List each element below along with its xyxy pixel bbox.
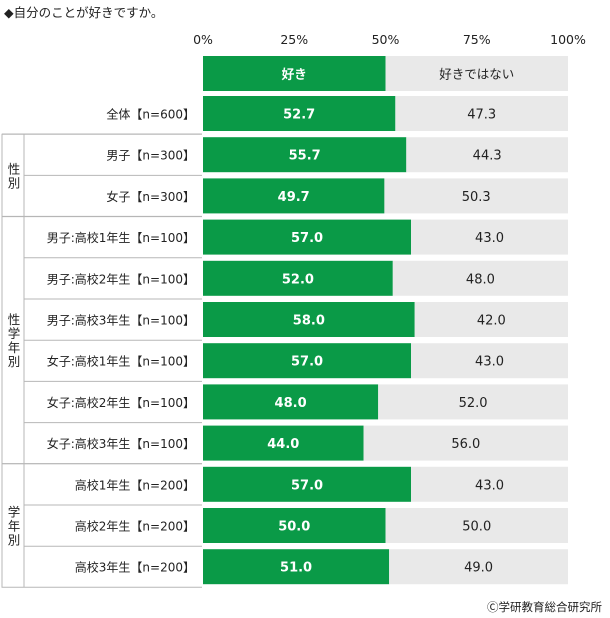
bar-row: 50.0 50.0 高校2年生【n=200】: [75, 508, 568, 543]
bar-like: [203, 466, 412, 502]
x-tick-label: 50%: [372, 32, 400, 47]
value-label-like: 48.0: [275, 396, 307, 411]
legend-bar: 好き 好きではない: [203, 56, 568, 91]
value-label-dislike: 50.0: [462, 520, 491, 535]
category-label: 男子:高校2年生【n=100】: [47, 271, 195, 286]
category-label: 高校1年生【n=200】: [75, 477, 195, 492]
bar-dislike: [395, 96, 568, 131]
bar-dislike: [378, 384, 568, 420]
bar-dislike: [385, 508, 568, 543]
value-label-like: 57.0: [291, 355, 323, 370]
value-label-like: 52.0: [282, 272, 314, 287]
value-label-like: 57.0: [291, 231, 323, 246]
value-label-dislike: 49.0: [464, 561, 493, 576]
bar-dislike: [411, 219, 568, 255]
bar-row: 51.0 49.0 高校3年生【n=200】: [75, 549, 568, 585]
bar-row: 58.0 42.0 男子:高校3年生【n=100】: [47, 302, 568, 337]
value-label-dislike: 43.0: [475, 478, 504, 493]
bar-row: 57.0 43.0 女子:高校1年生【n=100】: [47, 343, 568, 379]
bar-like: [203, 384, 379, 420]
bar-dislike: [411, 343, 568, 379]
value-label-dislike: 56.0: [451, 437, 480, 452]
copyright-credit: Ⓒ学研教育総合研究所: [487, 600, 602, 614]
legend-dislike-swatch: [385, 56, 568, 91]
legend-like-swatch: [203, 56, 386, 91]
value-label-like: 49.7: [278, 190, 310, 205]
group-label: 性別: [8, 161, 21, 190]
category-label: 高校3年生【n=200】: [75, 560, 195, 575]
value-label-dislike: 43.0: [475, 355, 504, 370]
bar-like: [203, 302, 415, 337]
bar-like: [203, 425, 364, 461]
bar-like: [203, 178, 385, 214]
bar-like: [203, 137, 407, 173]
legend-like-label: 好き: [281, 67, 307, 82]
value-label-like: 44.0: [267, 437, 299, 452]
category-label: 女子【n=300】: [106, 189, 195, 204]
value-label-dislike: 47.3: [467, 108, 496, 123]
bar-like: [203, 96, 396, 131]
bar-row: 44.0 56.0 女子:高校3年生【n=100】: [47, 425, 568, 461]
group-label: 性学年別: [8, 312, 21, 369]
bar-like: [203, 508, 386, 543]
x-axis-ticks: 0% 25% 50% 75% 100%: [193, 32, 586, 47]
bar-dislike: [392, 260, 568, 296]
x-tick-label: 75%: [463, 32, 491, 47]
bar-row: 52.0 48.0 男子:高校2年生【n=100】: [47, 260, 568, 296]
bar-row: 49.7 50.3 女子【n=300】: [106, 178, 568, 214]
value-label-dislike: 48.0: [466, 272, 495, 287]
bar-like: [203, 219, 412, 255]
x-tick-label: 25%: [280, 32, 308, 47]
bar-dislike: [363, 425, 568, 461]
value-label-like: 50.0: [278, 520, 310, 535]
category-label: 女子:高校3年生【n=100】: [47, 436, 195, 451]
category-label: 女子:高校1年生【n=100】: [47, 354, 195, 369]
value-label-like: 51.0: [280, 561, 312, 576]
group-label: 学年別: [8, 505, 21, 548]
value-label-like: 58.0: [293, 314, 325, 329]
bar-row: 48.0 52.0 女子:高校2年生【n=100】: [47, 384, 568, 420]
bar-dislike: [406, 137, 568, 173]
bar-row: 52.7 47.3 全体【n=600】: [106, 96, 568, 131]
bar-dislike: [389, 549, 568, 585]
value-label-like: 57.0: [291, 478, 323, 493]
category-label: 男子【n=300】: [106, 149, 195, 163]
value-label-dislike: 52.0: [459, 396, 488, 411]
group-frames: [1, 133, 202, 588]
legend-dislike-label: 好きではない: [439, 67, 514, 82]
x-tick-label: 0%: [193, 32, 213, 47]
category-label: 男子:高校1年生【n=100】: [47, 230, 195, 245]
bar-row: 55.7 44.3 男子【n=300】: [106, 137, 568, 173]
value-label-dislike: 43.0: [475, 231, 504, 246]
chart-title: ◆自分のことが好きですか。: [4, 5, 164, 20]
bar-dislike: [384, 178, 568, 214]
bar-like: [203, 343, 412, 379]
bar-like: [203, 549, 390, 585]
bar-dislike: [411, 466, 568, 502]
group-frame: [1, 463, 202, 588]
bar-rows: 52.7 47.3 全体【n=600】 55.7 44.3 男子【n=300】 49.7 50…: [47, 96, 568, 585]
bar-dislike: [414, 302, 568, 337]
bar-row: 57.0 43.0 男子:高校1年生【n=100】: [47, 219, 568, 255]
category-label: 高校2年生【n=200】: [75, 519, 195, 534]
category-label: 男子:高校3年生【n=100】: [47, 313, 195, 328]
value-label-dislike: 50.3: [462, 190, 491, 205]
bar-like: [203, 260, 393, 296]
value-label-like: 52.7: [283, 108, 315, 123]
bar-row: 57.0 43.0 高校1年生【n=200】: [75, 466, 568, 502]
value-label-like: 55.7: [289, 149, 321, 164]
x-tick-label: 100%: [550, 32, 586, 47]
value-label-dislike: 44.3: [473, 149, 502, 164]
category-label: 女子:高校2年生【n=100】: [47, 395, 195, 410]
value-label-dislike: 42.0: [477, 314, 506, 329]
category-label: 全体【n=600】: [106, 107, 195, 122]
